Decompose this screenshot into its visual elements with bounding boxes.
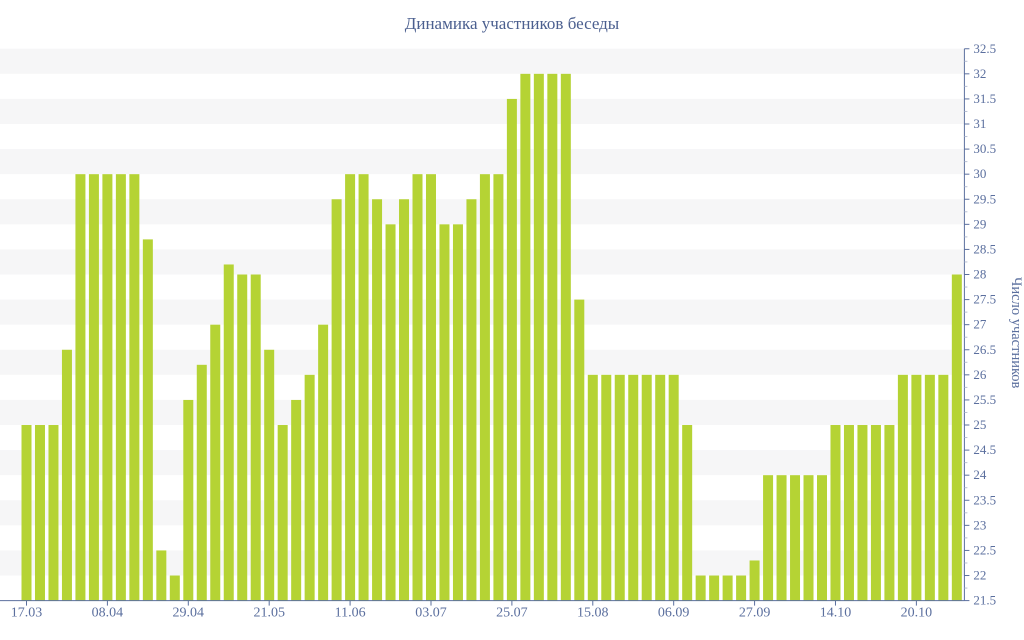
svg-text:24: 24: [973, 467, 987, 482]
svg-text:24.5: 24.5: [973, 442, 996, 457]
svg-text:23: 23: [973, 517, 986, 532]
svg-text:25.07: 25.07: [496, 606, 528, 621]
svg-text:14.10: 14.10: [820, 606, 852, 621]
svg-text:32.5: 32.5: [973, 41, 996, 56]
svg-text:30.5: 30.5: [973, 141, 996, 156]
svg-text:29: 29: [973, 216, 986, 231]
svg-text:29.5: 29.5: [973, 191, 996, 206]
svg-text:28: 28: [973, 267, 986, 282]
svg-text:11.06: 11.06: [335, 606, 366, 621]
svg-text:26.5: 26.5: [973, 342, 996, 357]
svg-text:17.03: 17.03: [11, 606, 43, 621]
svg-text:21.5: 21.5: [973, 593, 996, 608]
svg-text:26: 26: [973, 367, 987, 382]
svg-text:25: 25: [973, 417, 986, 432]
svg-text:28.5: 28.5: [973, 241, 996, 256]
svg-text:20.10: 20.10: [901, 606, 933, 621]
svg-text:25.5: 25.5: [973, 392, 996, 407]
svg-text:15.08: 15.08: [577, 606, 609, 621]
svg-text:31.5: 31.5: [973, 91, 996, 106]
svg-text:21.05: 21.05: [253, 606, 285, 621]
svg-text:32: 32: [973, 66, 986, 81]
svg-text:22.5: 22.5: [973, 542, 996, 557]
svg-text:Число участников: Число участников: [1008, 277, 1024, 389]
svg-text:27.09: 27.09: [739, 606, 771, 621]
svg-text:31: 31: [973, 116, 986, 131]
svg-text:23.5: 23.5: [973, 492, 996, 507]
svg-text:29.04: 29.04: [173, 606, 205, 621]
svg-text:08.04: 08.04: [92, 606, 124, 621]
svg-text:03.07: 03.07: [415, 606, 447, 621]
svg-text:27.5: 27.5: [973, 292, 996, 307]
svg-text:30: 30: [973, 166, 986, 181]
svg-text:Динамика участников беседы: Динамика участников беседы: [405, 14, 620, 33]
svg-text:27: 27: [973, 317, 987, 332]
svg-text:22: 22: [973, 568, 986, 583]
svg-text:06.09: 06.09: [658, 606, 690, 621]
